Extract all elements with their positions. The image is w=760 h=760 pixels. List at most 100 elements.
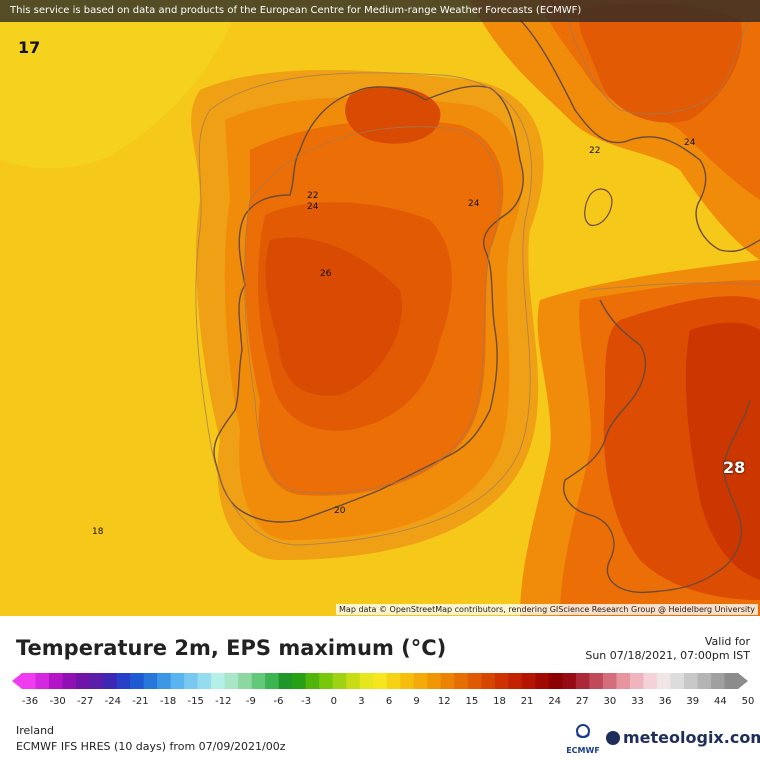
scale-color-step	[157, 673, 172, 689]
scale-color-step	[400, 673, 415, 689]
scale-color-step	[521, 673, 536, 689]
scale-color-step	[562, 673, 577, 689]
scale-color-step	[481, 673, 496, 689]
scale-color-step	[427, 673, 442, 689]
scale-color-step	[589, 673, 604, 689]
scale-color-step	[683, 673, 698, 689]
scale-color-step	[359, 673, 374, 689]
ecmwf-logo-icon	[576, 724, 590, 738]
ecmwf-logo-text: ECMWF	[566, 746, 600, 755]
temp-zone-17-northwest	[0, 0, 240, 169]
scale-color-step	[278, 673, 293, 689]
scale-color-step	[670, 673, 685, 689]
scale-color-step	[332, 673, 347, 689]
scale-color-step	[62, 673, 77, 689]
color-scale-labels: -36 -30 -27 -24 -21 -18 -15 -12 -9 -6 -3 0 3 6 9 12 15 18…	[0, 696, 760, 710]
scale-color-step	[184, 673, 199, 689]
scale-color-step	[35, 673, 50, 689]
scale-color-step	[535, 673, 550, 689]
contour-label: 20	[334, 506, 346, 516]
scale-color-step	[211, 673, 226, 689]
model-run-info: ECMWF IFS HRES (10 days) from 07/09/2021…	[16, 740, 286, 753]
contour-label: 24	[307, 202, 319, 212]
isotherm-britain-south	[589, 282, 760, 291]
map-data-attribution[interactable]: Map data © OpenStreetMap contributors, r…	[336, 604, 758, 615]
valid-label: Valid for	[704, 635, 750, 648]
scale-color-step	[508, 673, 523, 689]
scale-color-step	[629, 673, 644, 689]
scale-color-step	[130, 673, 145, 689]
scale-tick-label: 18	[493, 696, 506, 707]
isotherm-britain	[559, 0, 760, 115]
scale-tick-label: 30	[603, 696, 617, 707]
scale-color-step	[602, 673, 617, 689]
ecmwf-attribution: This service is based on data and produc…	[0, 0, 760, 22]
temperature-map[interactable]	[0, 0, 760, 616]
scale-color-step	[116, 673, 131, 689]
scale-tick-label: -30	[49, 696, 66, 707]
scale-color-step	[103, 673, 118, 689]
contour-label: 26	[320, 269, 332, 279]
scale-color-step	[170, 673, 185, 689]
scale-arrow-high	[738, 673, 748, 689]
scale-color-step	[292, 673, 307, 689]
scale-color-step	[265, 673, 280, 689]
corner-min-value: 17	[18, 38, 41, 57]
scale-color-step	[373, 673, 388, 689]
scale-arrow-low	[12, 673, 22, 689]
valid-date: Sun 07/18/2021, 07:00pm IST	[585, 649, 750, 662]
scale-tick-label: 12	[437, 696, 451, 707]
scale-tick-label: 33	[631, 696, 644, 707]
map-panel[interactable]: This service is based on data and produc…	[0, 0, 760, 616]
scale-tick-label: 15	[465, 696, 479, 707]
scale-color-step	[76, 673, 91, 689]
scale-color-step	[494, 673, 509, 689]
scale-color-step	[710, 673, 725, 689]
chart-title: Temperature 2m, EPS maximum (°C)	[16, 636, 447, 660]
scale-color-step	[386, 673, 401, 689]
scale-color-step	[413, 673, 428, 689]
scale-tick-label: 6	[385, 696, 393, 707]
scale-tick-label: 0	[330, 696, 337, 707]
scale-color-step	[548, 673, 563, 689]
scale-tick-label: -9	[245, 696, 256, 707]
scale-color-step	[197, 673, 212, 689]
temp-zone-26-ireland	[265, 237, 402, 396]
scale-tick-label: -18	[159, 696, 177, 707]
scale-tick-label: -21	[132, 696, 149, 707]
scale-color-step	[440, 673, 455, 689]
scale-color-step	[346, 673, 361, 689]
scale-color-step	[454, 673, 469, 689]
scale-tick-label: 24	[548, 696, 562, 707]
scale-tick-label: -27	[77, 696, 94, 707]
scale-tick-label: -6	[273, 696, 284, 707]
meteologix-logo[interactable]: meteologix.com	[606, 728, 760, 747]
region-name: Ireland	[16, 724, 55, 737]
scale-tick-label: 27	[575, 696, 589, 707]
coastline-britain-north	[519, 19, 760, 252]
legend-panel: Temperature 2m, EPS maximum (°C) Valid f…	[0, 616, 760, 760]
scale-color-step	[643, 673, 658, 689]
scale-tick-label: -36	[21, 696, 39, 707]
temp-zone-27-britain-south	[685, 322, 760, 580]
contour-label: 22	[589, 146, 601, 156]
scale-tick-label: 3	[358, 696, 365, 707]
meteologix-logo-icon	[606, 731, 620, 745]
temp-zone-25-britain-north	[579, 3, 742, 123]
scale-color-step	[305, 673, 320, 689]
scale-color-step	[575, 673, 590, 689]
scale-tick-label: 50	[741, 696, 755, 707]
scale-tick-label: 9	[413, 696, 420, 707]
scale-tick-label: 39	[686, 696, 700, 707]
scale-color-step	[238, 673, 253, 689]
scale-color-step	[224, 673, 239, 689]
scale-color-step	[656, 673, 671, 689]
contour-label: 18	[92, 527, 104, 537]
corner-max-value: 28	[723, 458, 746, 477]
contour-label: 24	[468, 199, 480, 209]
scale-color-step	[724, 673, 739, 689]
scale-color-step	[143, 673, 158, 689]
scale-tick-label: -3	[301, 696, 312, 707]
scale-color-step	[697, 673, 712, 689]
color-scale-bar	[12, 673, 748, 689]
